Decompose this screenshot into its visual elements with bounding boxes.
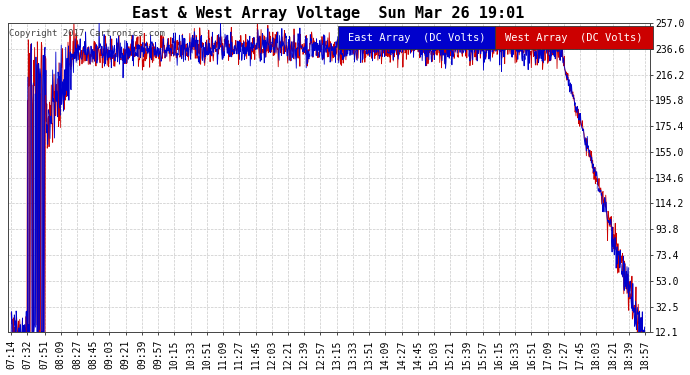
Text: East Array  (DC Volts): East Array (DC Volts) [348, 33, 486, 43]
Title: East & West Array Voltage  Sun Mar 26 19:01: East & West Array Voltage Sun Mar 26 19:… [132, 6, 524, 21]
Text: Copyright 2017 Cartronics.com: Copyright 2017 Cartronics.com [9, 29, 165, 38]
FancyBboxPatch shape [338, 26, 495, 50]
FancyBboxPatch shape [495, 26, 653, 50]
Text: West Array  (DC Volts): West Array (DC Volts) [505, 33, 643, 43]
